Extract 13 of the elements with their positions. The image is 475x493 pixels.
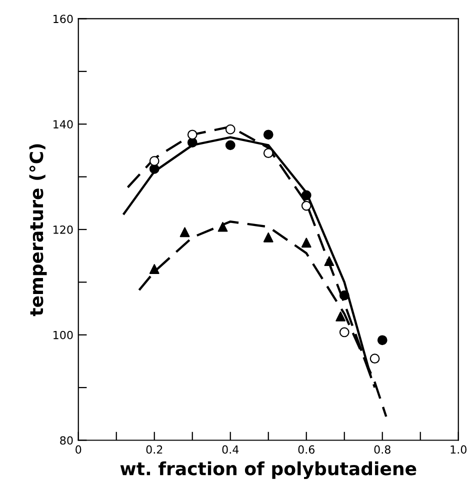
x-axis-title: wt. fraction of polybutadiene — [120, 461, 416, 480]
y-tick-label: 100 — [54, 330, 73, 340]
x-tick-label: 0.4 — [222, 445, 239, 454]
y-axis-title: temperature (°C) — [29, 144, 47, 316]
y-tick-label: 140 — [54, 120, 73, 128]
x-tick-label: 0 — [76, 445, 82, 454]
y-tick-label: 80 — [60, 436, 73, 445]
x-tick-label: 0.2 — [146, 445, 162, 454]
x-tick-label: 0.8 — [374, 445, 390, 454]
x-tick-label: 1.0 — [450, 445, 466, 454]
y-tick-label: 120 — [54, 225, 73, 234]
x-tick-label: 0.6 — [298, 445, 315, 454]
y-tick-label: 160 — [54, 14, 73, 24]
